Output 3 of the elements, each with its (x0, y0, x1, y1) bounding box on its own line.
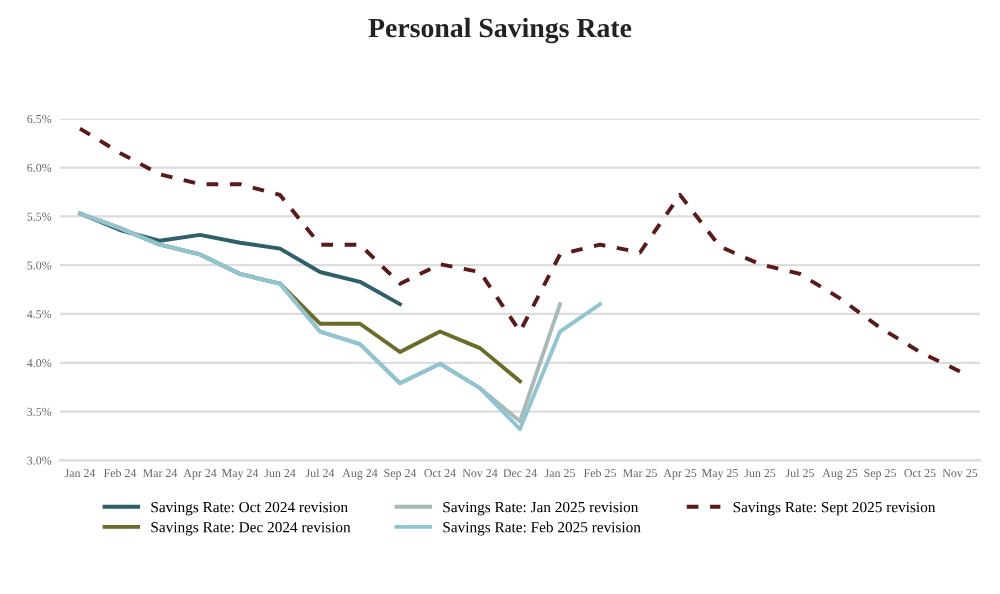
line-series (78, 126, 962, 374)
chart-title: Personal Savings Rate (368, 17, 632, 44)
line-series (78, 211, 402, 307)
